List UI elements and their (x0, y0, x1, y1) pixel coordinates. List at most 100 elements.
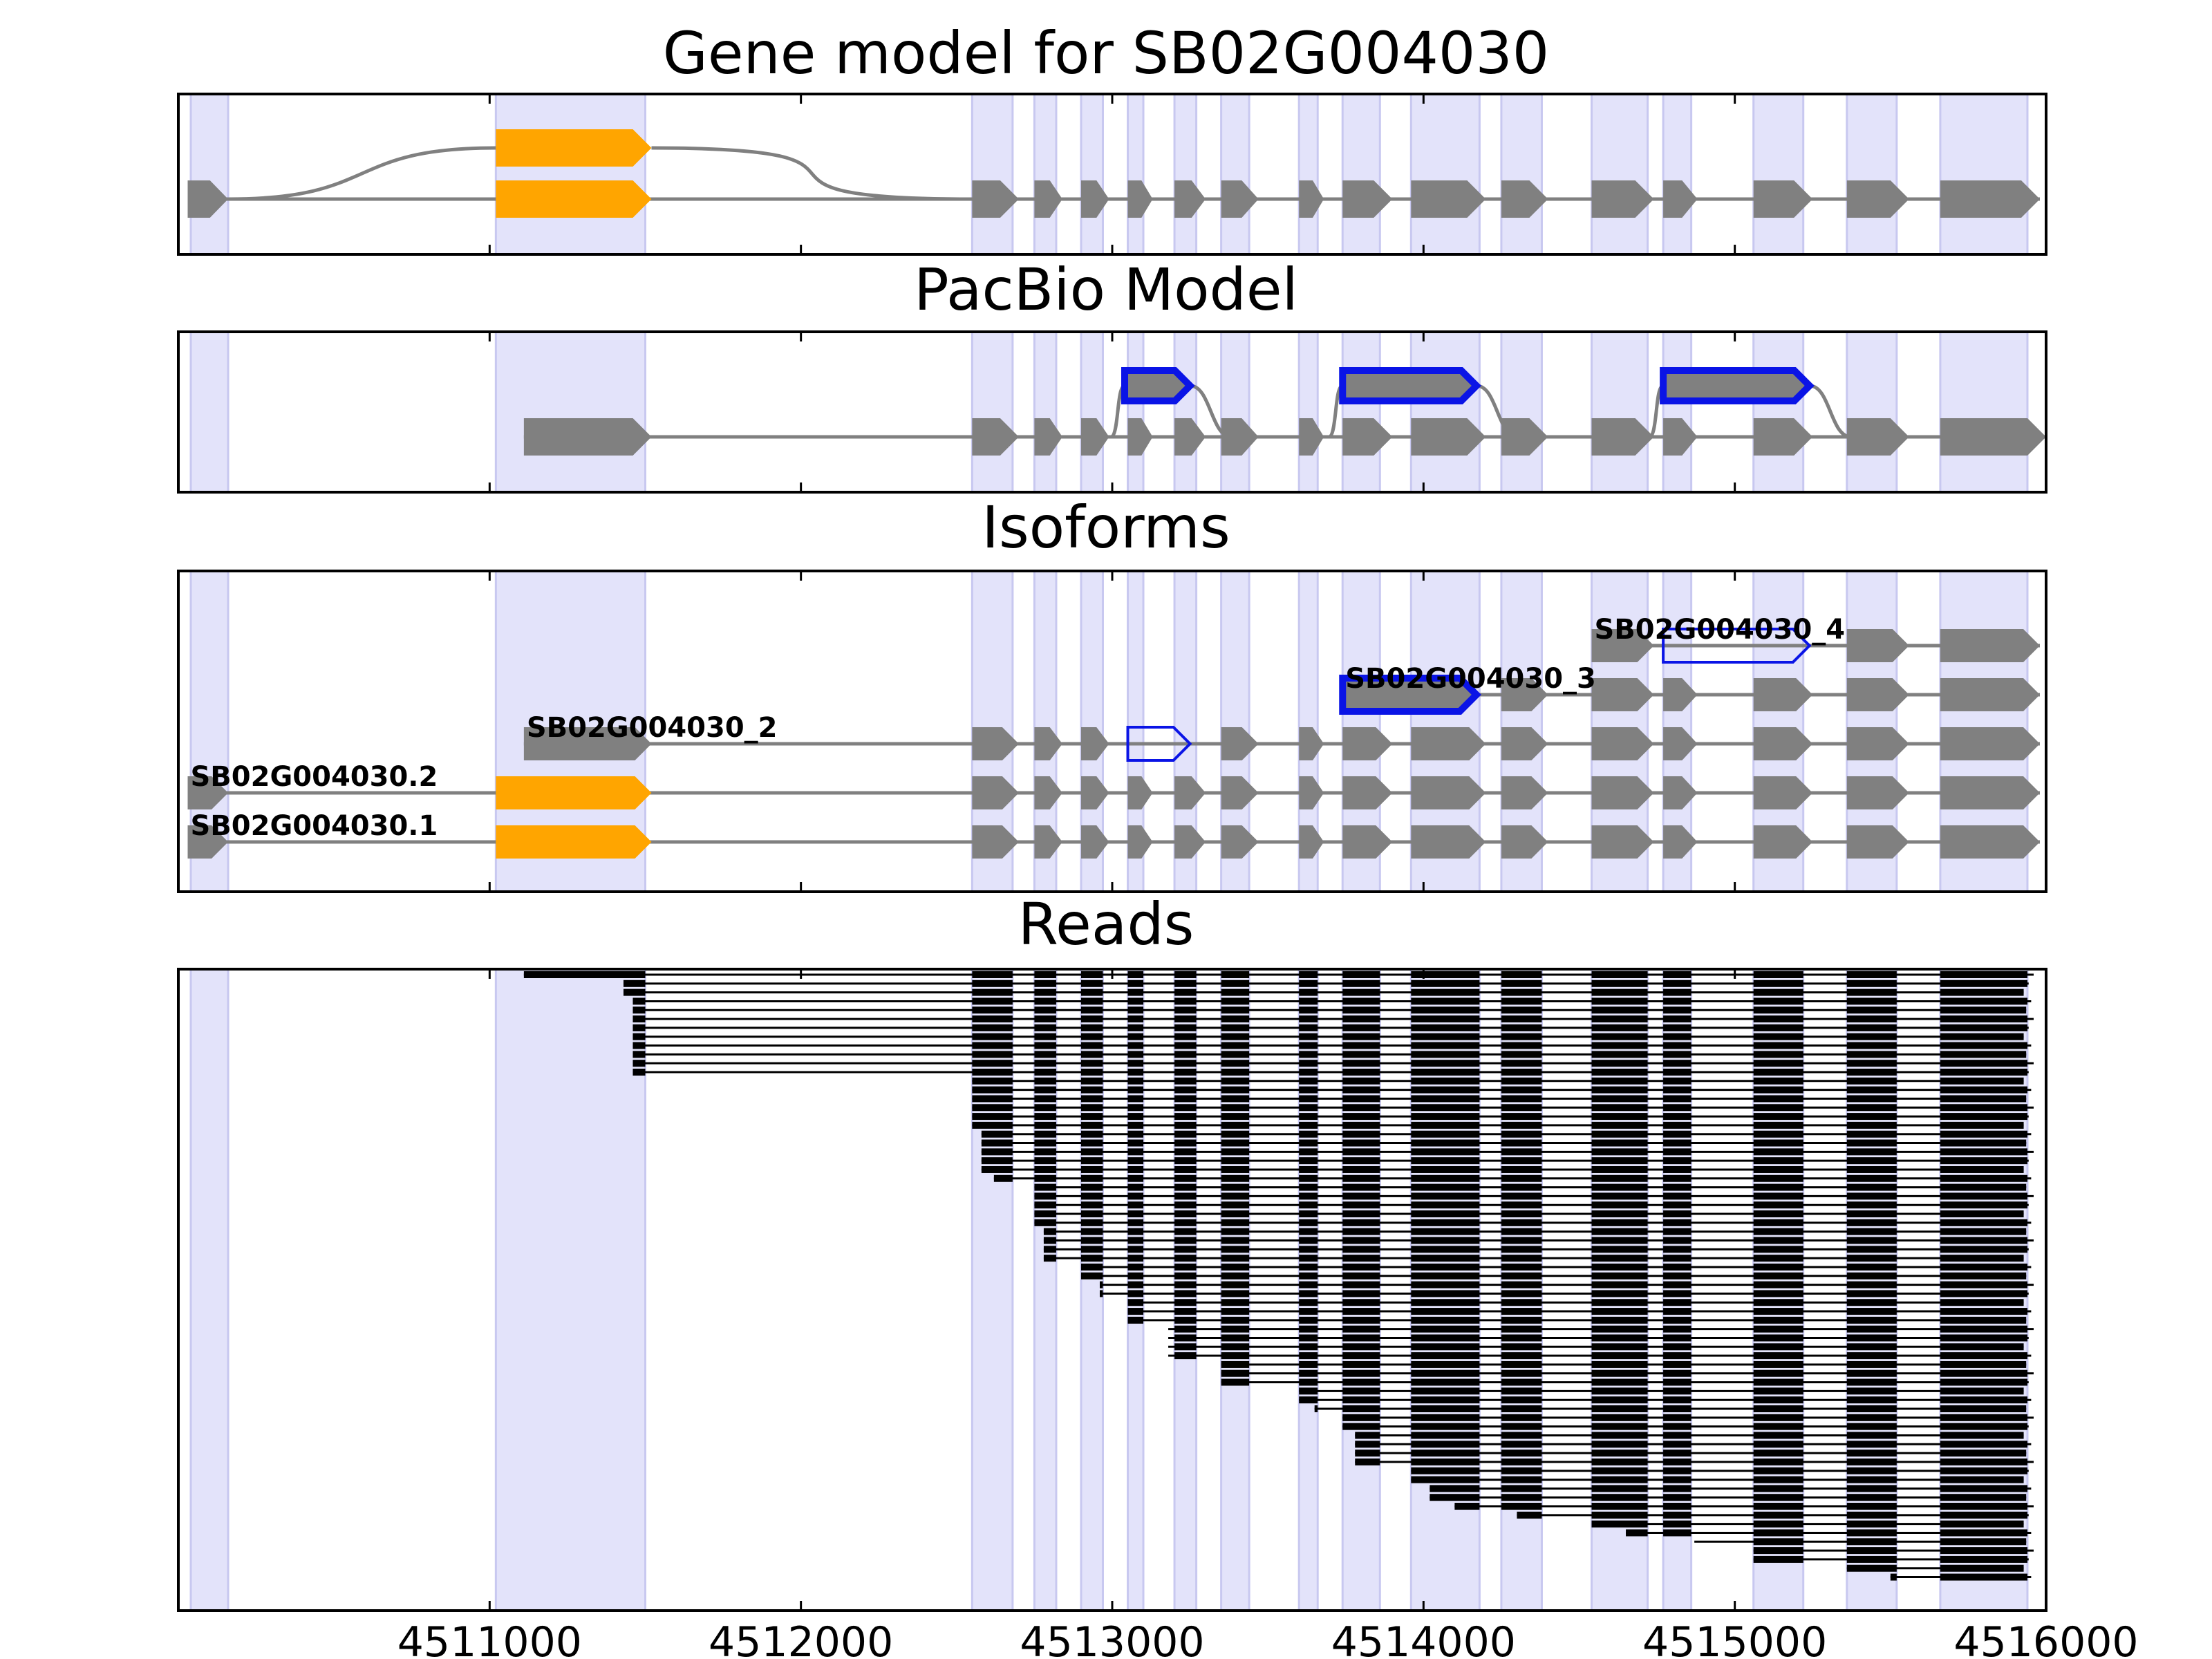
read-exon-block (1043, 1237, 1056, 1244)
read-exon-block (1591, 1316, 1648, 1324)
read-exon-block (1591, 1051, 1648, 1058)
read-exon-block (1127, 1246, 1144, 1253)
read-exon-block (1501, 1414, 1542, 1421)
read-exon-block (1753, 1174, 1803, 1182)
read-exon-block (1411, 1015, 1480, 1023)
read-exon-block (1127, 1139, 1144, 1147)
read-exon-block (1940, 1165, 2024, 1173)
exon-block (1127, 776, 1153, 809)
read-exon-block (1342, 1192, 1380, 1200)
read-exon-block (1299, 1325, 1318, 1333)
read-exon-block (1940, 1450, 2027, 1457)
read-exon-block (1342, 1299, 1380, 1306)
exon-block (1591, 776, 1654, 809)
read-exon-block (1846, 1290, 1897, 1297)
read-exon-block (1846, 1405, 1897, 1413)
read-exon-block (1342, 971, 1380, 978)
read-exon-block (1299, 971, 1318, 978)
read-exon-block (632, 1068, 646, 1076)
read-exon-block (1080, 1272, 1103, 1280)
read-exon-block (1940, 1246, 2027, 1253)
read-exon-block (1080, 1165, 1103, 1173)
read-exon-block (1299, 1255, 1318, 1262)
read-exon-block (1411, 1113, 1480, 1121)
exon-region-shade (1500, 93, 1543, 256)
read-exon-block (1753, 1201, 1803, 1209)
read-exon-block (1753, 1555, 1803, 1563)
read-exon-block (1753, 1281, 1803, 1288)
read-exon-block (1221, 1042, 1250, 1049)
read-exon-block (1663, 1033, 1691, 1040)
exon-region-shade (1127, 93, 1145, 256)
read-exon-block (1591, 1387, 1648, 1395)
read-exon-block (1753, 1033, 1803, 1040)
read-exon-block (1753, 1299, 1803, 1306)
read-exon-block (1591, 980, 1648, 987)
read-exon-block (1411, 1352, 1480, 1360)
read-exon-block (1940, 1121, 2024, 1129)
read-exon-block (1501, 1024, 1542, 1031)
read-exon-block (1846, 1476, 1897, 1483)
read-exon-block (1174, 1325, 1197, 1333)
read-exon-block (1043, 1255, 1056, 1262)
read-exon-block (1501, 1104, 1542, 1112)
exon-block (1501, 727, 1548, 760)
read-exon-block (1174, 997, 1197, 1005)
read-exon-block (623, 980, 646, 987)
read-exon-block (1846, 1192, 1897, 1200)
read-exon-block (1342, 1015, 1380, 1023)
read-exon-block (1411, 1068, 1480, 1076)
read-exon-block (1591, 1033, 1648, 1040)
read-exon-block (1411, 1334, 1480, 1342)
read-exon-block (1501, 1450, 1542, 1457)
read-exon-block (1299, 1343, 1318, 1351)
read-exon-block (1221, 1325, 1250, 1333)
read-exon-block (1663, 1042, 1691, 1049)
read-exon-block (1342, 1183, 1380, 1191)
read-exon-block (1501, 1299, 1542, 1306)
read-exon-block (1501, 1165, 1542, 1173)
read-exon-block (1940, 1538, 2027, 1546)
read-exon-block (1501, 1387, 1542, 1395)
read-exon-block (1501, 1369, 1542, 1377)
read-exon-block (1753, 1538, 1803, 1546)
isoform-label: SB02G004030_2 (527, 712, 778, 744)
read-exon-block (1753, 1068, 1803, 1076)
read-exon-block (1940, 1343, 2024, 1351)
exon-region-shade (1591, 330, 1649, 494)
read-exon-block (972, 1033, 1013, 1040)
read-exon-block (1342, 1201, 1380, 1209)
read-exon-block (1411, 1174, 1480, 1182)
read-exon-block (1127, 1237, 1144, 1244)
exon-block (1221, 727, 1259, 760)
read-exon-block (1299, 1228, 1318, 1235)
read-exon-block (1174, 1086, 1197, 1094)
exon-block (1174, 180, 1206, 218)
exon-block (1663, 180, 1698, 218)
read-exon-block (1940, 1281, 2027, 1288)
exon-region-shade (1846, 93, 1898, 256)
read-exon-block (1940, 1290, 2027, 1297)
read-exon-block (1127, 1201, 1144, 1209)
read-exon-block (1940, 1387, 2024, 1395)
read-exon-block (1127, 1281, 1144, 1288)
read-exon-block (1940, 1476, 2024, 1483)
read-exon-block (1940, 1201, 2027, 1209)
read-exon-block (1127, 1121, 1144, 1129)
exon-block (1299, 418, 1324, 456)
read-exon-block (1174, 1334, 1197, 1342)
read-exon-block (1034, 1157, 1056, 1165)
read-exon-block (1753, 1290, 1803, 1297)
exon-block (1126, 726, 1192, 762)
read-exon-block (1591, 1006, 1648, 1014)
read-exon-block (1940, 1113, 2027, 1121)
read-exon-block (1940, 1272, 2027, 1280)
read-exon-block (1299, 1281, 1318, 1288)
read-exon-block (1663, 1281, 1691, 1288)
read-exon-block (1663, 1511, 1691, 1519)
read-exon-block (1299, 1219, 1318, 1226)
read-exon-block (1591, 1369, 1648, 1377)
read-exon-block (1174, 1237, 1197, 1244)
read-exon-block (1080, 1228, 1103, 1235)
read-exon-block (1299, 1316, 1318, 1324)
